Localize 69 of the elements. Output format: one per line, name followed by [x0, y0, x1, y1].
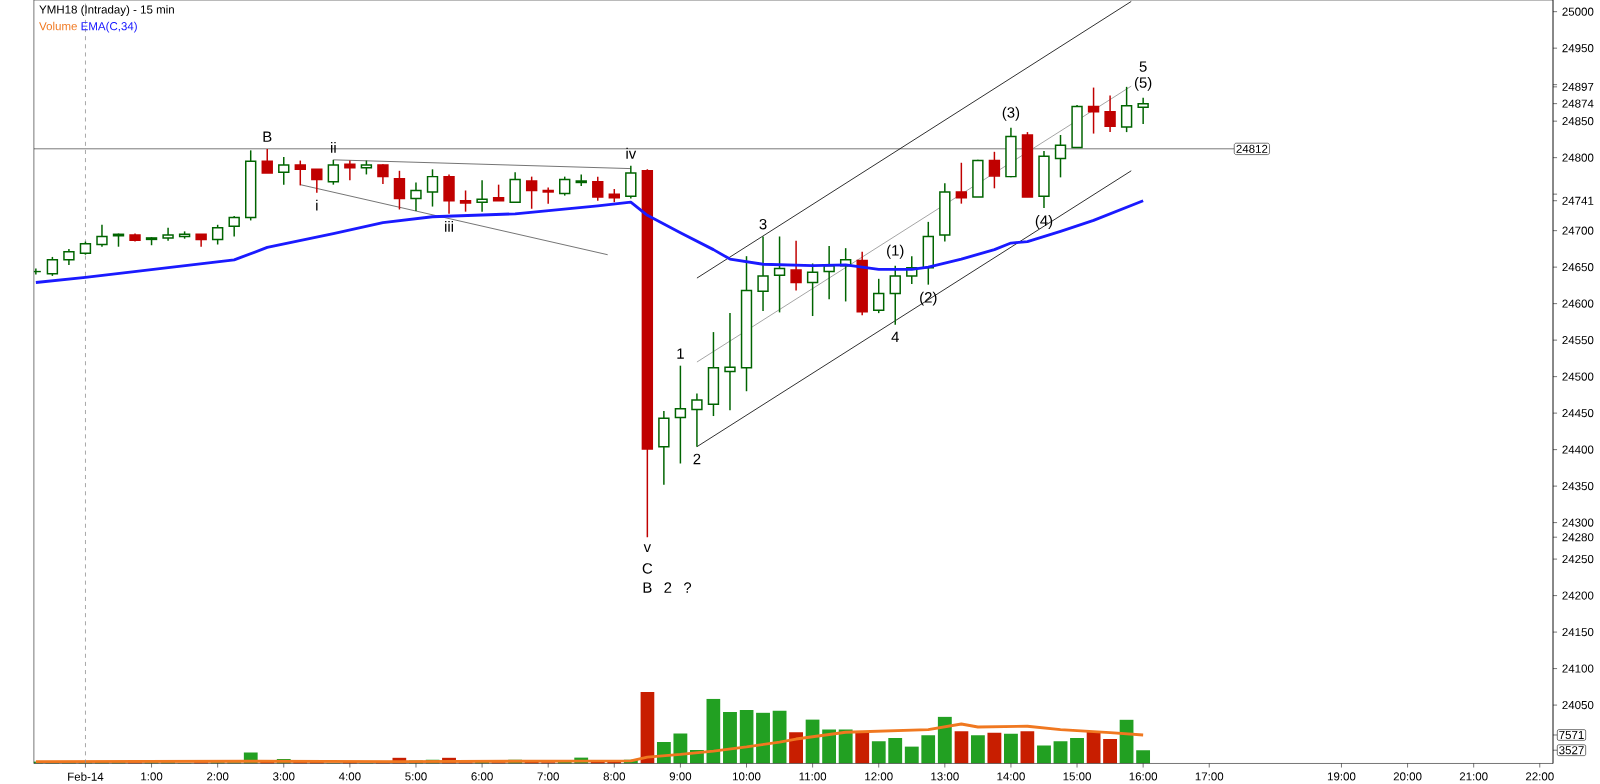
annotation: 2 — [664, 582, 672, 593]
y-tick-label: 24550 — [1562, 336, 1594, 345]
y-tick-label: 24850 — [1562, 117, 1594, 126]
x-tick-label: 17:00 — [1195, 772, 1224, 781]
y-tick-label: 24700 — [1562, 226, 1594, 235]
y-tick-label: 24950 — [1562, 44, 1594, 53]
y-tick-label: 24897 — [1562, 82, 1594, 91]
chart-title: YMH18 (Intraday) - 15 min — [39, 5, 174, 16]
y-tick-label: 24050 — [1562, 701, 1594, 710]
y-tick-label: 24350 — [1562, 482, 1594, 491]
annotation: iii — [445, 220, 453, 232]
annotation: 3 — [759, 218, 767, 230]
y-tick-label: 24800 — [1562, 153, 1594, 162]
x-tick-label: 1:00 — [141, 772, 163, 781]
y-tick-label: 25000 — [1562, 7, 1594, 16]
x-tick-label: 20:00 — [1393, 772, 1422, 781]
annotation: 2 — [693, 453, 701, 465]
x-tick-label: 10:00 — [732, 772, 761, 781]
x-tick-label: 11:00 — [799, 772, 827, 781]
y-tick-label: 24150 — [1562, 628, 1594, 637]
x-tick-label: 3:00 — [273, 772, 295, 781]
y-tick-label: 24100 — [1562, 664, 1594, 673]
annotation: ii — [331, 141, 336, 153]
annotation: i — [316, 199, 318, 211]
annotation: 1 — [677, 348, 684, 359]
text: EMA(C,34) — [81, 21, 137, 33]
annotation: (1) — [887, 244, 904, 259]
x-tick-label: 7:00 — [537, 772, 559, 781]
annotation: (4) — [1035, 215, 1053, 229]
y-tick-label: 24500 — [1562, 372, 1594, 381]
text: Volume — [39, 21, 77, 31]
x-tick-label: 2:00 — [207, 772, 229, 781]
annotation: v — [643, 544, 652, 553]
y2-tick-label: 7571 — [1559, 730, 1584, 739]
x-tick-label: 12:00 — [865, 772, 893, 781]
ref-line-label: 24812 — [1236, 144, 1268, 153]
y2-tick-label: 3527 — [1559, 746, 1584, 755]
annotation: (3) — [1002, 106, 1020, 121]
annotation: ? — [683, 582, 692, 593]
annotation: 4 — [891, 331, 899, 343]
annotation: C — [642, 563, 653, 574]
x-tick-label: 19:00 — [1327, 772, 1356, 781]
annotation: B — [263, 131, 272, 142]
x-tick-label: 8:00 — [603, 772, 626, 781]
y-tick-label: 24200 — [1562, 591, 1594, 600]
annotation: iv — [626, 147, 637, 159]
annotation: B — [643, 582, 652, 593]
y-tick-label: 24874 — [1562, 99, 1594, 108]
y-tick-label: 24741 — [1562, 196, 1594, 205]
x-tick-label: 22:00 — [1525, 772, 1554, 781]
x-tick-label: 5:00 — [405, 772, 427, 781]
y-tick-label: 24450 — [1562, 409, 1594, 418]
y-tick-label: 24250 — [1562, 555, 1594, 564]
x-tick-label: 14:00 — [997, 772, 1025, 781]
x-tick-label: 15:00 — [1063, 772, 1091, 781]
annotation: 5 — [1139, 61, 1147, 72]
x-tick-label: 6:00 — [471, 772, 493, 781]
x-tick-label: Feb-14 — [68, 772, 104, 781]
x-tick-label: 9:00 — [669, 772, 692, 781]
x-tick-label: 13:00 — [931, 772, 959, 781]
annotation: (5) — [1134, 76, 1152, 91]
x-tick-label: 16:00 — [1129, 772, 1158, 781]
y-tick-label: 24280 — [1562, 533, 1594, 542]
y-tick-label: 24300 — [1562, 518, 1594, 527]
x-tick-label: 4:00 — [338, 772, 361, 781]
y-tick-label: 24650 — [1562, 263, 1594, 272]
y-tick-label: 24400 — [1562, 445, 1594, 454]
x-tick-label: 21:00 — [1459, 772, 1488, 781]
y-tick-label: 24600 — [1562, 299, 1594, 308]
